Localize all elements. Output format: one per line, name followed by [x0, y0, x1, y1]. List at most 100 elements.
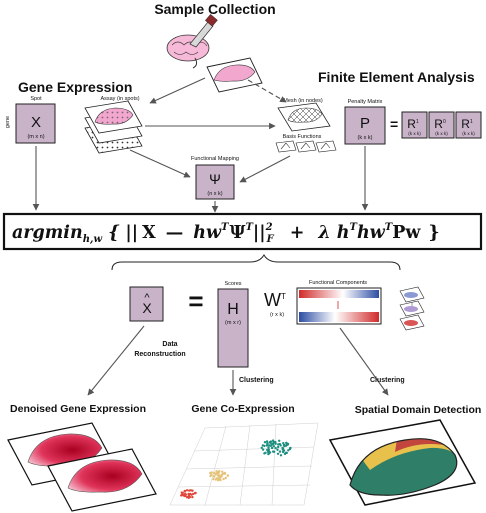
cluster-teal-point — [265, 444, 269, 447]
clustering-left-label: Clustering — [239, 377, 274, 384]
cluster-teal-point — [274, 446, 277, 450]
cluster-teal-point — [282, 442, 285, 445]
denoised-heading: Denoised Gene Expression — [10, 403, 146, 415]
cluster-yellow-point — [219, 478, 222, 482]
mesh-icon — [277, 102, 331, 132]
cluster-teal-point — [276, 452, 280, 455]
cluster-teal-point — [276, 448, 279, 451]
scatter-plot-icon — [169, 422, 319, 506]
brain-icon — [166, 34, 210, 69]
functional-components-panel — [296, 287, 382, 325]
cluster-yellow-point — [215, 470, 218, 473]
functional-mapping-box — [195, 164, 235, 200]
objective-formula: argminh,w{ || X — hwTΨT||2 F + λ hThwTPw} — [12, 222, 440, 245]
cluster-teal-point — [270, 443, 274, 446]
cluster-teal-point — [273, 450, 276, 453]
cluster-teal-point — [266, 442, 269, 445]
finite-element-analysis-heading: Finite Element Analysis — [318, 69, 475, 85]
cluster-red-point — [191, 489, 194, 492]
cluster-teal-point — [267, 446, 270, 449]
cluster-yellow-point — [224, 476, 227, 480]
penalty-r-symbol: R1 — [407, 117, 419, 131]
xhat-box — [129, 286, 164, 322]
cluster-teal-point — [265, 440, 269, 443]
cluster-teal-point — [268, 451, 272, 454]
cluster-teal-point — [282, 450, 285, 453]
cluster-yellow-point — [222, 477, 225, 481]
penalty-r-dims: (k x k) — [462, 131, 475, 136]
top-flow-arrows — [32, 77, 369, 213]
cluster-teal-point — [273, 441, 276, 444]
penalty-matrix-caption: Penalty Matrix — [348, 99, 383, 105]
assay-layers — [84, 100, 143, 154]
penalty-equals: = — [390, 116, 398, 132]
tissue-slice-icon — [206, 57, 263, 93]
bottom-flow-arrows — [87, 325, 389, 396]
penalty-r-symbol: R0 — [434, 117, 446, 131]
data-reconstruction-label-1: Data — [162, 341, 177, 348]
cluster-teal-point — [281, 447, 285, 450]
cluster-red-point — [187, 492, 190, 496]
spot-matrix-dims: (m x n) — [27, 134, 44, 140]
basis-functions-label: Basis Functions — [283, 134, 322, 140]
cluster-yellow-point — [212, 478, 215, 481]
cluster-yellow-point — [218, 476, 221, 479]
denoised-slices — [7, 422, 157, 512]
scores-caption: Scores — [224, 281, 241, 287]
objective-formula-box — [2, 212, 483, 251]
cluster-teal-point — [269, 440, 273, 443]
penalty-components: R1(k x k)R0(k x k)R1(k x k) — [401, 111, 482, 139]
cluster-teal-point — [270, 446, 274, 450]
formula-brace — [111, 253, 401, 271]
cluster-yellow-point — [221, 470, 224, 473]
cluster-teal-point — [279, 444, 282, 447]
penalty-r-box — [428, 111, 455, 139]
penalty-matrix-dims: (k x k) — [358, 135, 373, 141]
knife-icon — [189, 14, 218, 48]
spatial-domain-map — [328, 419, 477, 506]
cluster-yellow-point — [226, 474, 230, 477]
sample-collection-heading: Sample Collection — [154, 1, 275, 17]
cluster-red-point — [183, 494, 187, 498]
cluster-yellow-point — [213, 475, 216, 478]
xhat-symbol: X — [142, 300, 152, 316]
cluster-teal-point — [283, 452, 287, 456]
penalty-r-dims: (k x k) — [435, 131, 448, 136]
scores-symbol: H — [227, 301, 239, 318]
cluster-teal-point — [263, 441, 267, 444]
clustering-right-label: Clustering — [370, 377, 405, 384]
penalty-r-symbol: R1 — [461, 117, 473, 131]
cluster-red-point — [183, 490, 186, 493]
cluster-red-point — [188, 489, 191, 492]
cluster-red-point — [185, 489, 189, 492]
scores-dims: (m x r) — [225, 320, 241, 326]
cluster-yellow-point — [215, 477, 218, 480]
cluster-teal-point — [285, 451, 288, 455]
cluster-yellow-point — [210, 473, 213, 476]
cluster-teal-point — [271, 439, 275, 442]
penalty-r-box — [455, 111, 482, 139]
cluster-yellow-point — [217, 470, 220, 474]
cluster-teal-point — [285, 441, 288, 445]
cluster-teal-point — [268, 444, 271, 447]
spot-matrix-symbol: X — [31, 114, 41, 131]
data-reconstruction-label-2: Reconstruction — [134, 351, 185, 358]
functional-components-label: Functional Components — [309, 280, 367, 286]
scores-matrix-box — [217, 288, 249, 368]
mesh-label: Mesh (in nodes) — [283, 98, 323, 104]
basis-functions-icons — [275, 140, 337, 153]
functional-mapping-caption: Functional Mapping — [191, 156, 239, 162]
cluster-teal-point — [288, 447, 292, 451]
wt-symbol: WT — [264, 290, 286, 310]
component-slices — [399, 286, 425, 331]
gene-axis-label: gene — [5, 116, 11, 128]
penalty-r-box — [401, 111, 428, 139]
penalty-matrix-box — [344, 106, 386, 145]
decomposition-equals: = — [188, 286, 203, 316]
assay-label: Assay (in spots) — [100, 96, 139, 102]
cluster-teal-point — [260, 446, 263, 449]
cluster-yellow-point — [223, 472, 227, 475]
gene-expression-heading: Gene Expression — [18, 79, 132, 95]
cluster-teal-point — [261, 448, 265, 451]
